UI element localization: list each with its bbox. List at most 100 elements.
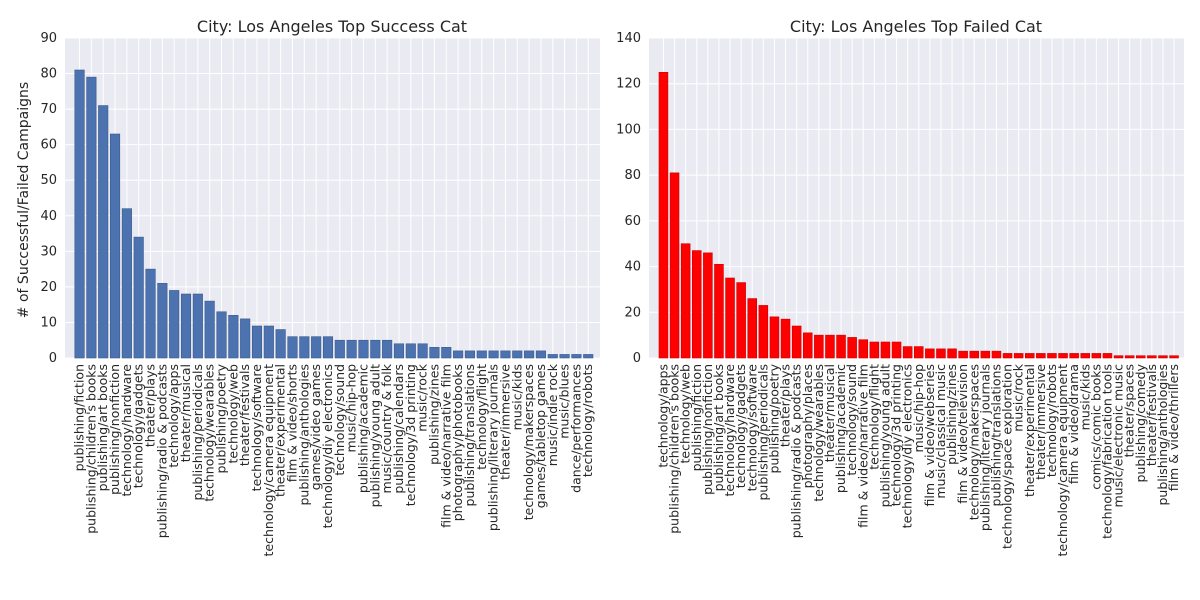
success-bar — [559, 354, 570, 359]
failed-bar — [880, 341, 891, 359]
success-y-tick-label: 20 — [40, 280, 57, 295]
failed-x-tick-label: technology/camera equipment — [1055, 364, 1070, 557]
success-bar — [441, 347, 452, 359]
success-y-tick-label: 60 — [40, 138, 57, 153]
success-y-tick-label: 70 — [40, 102, 57, 117]
success-bar — [192, 293, 203, 359]
success-x-tick-label: publishing/art books — [95, 364, 110, 491]
failed-x-tick-label: technology/flight — [866, 364, 881, 470]
success-x-ticks: publishing/fictionpublishing/children's … — [72, 363, 596, 556]
failed-bar — [947, 348, 957, 359]
success-y-ticks: 0 10 20 30 40 50 60 70 80 90 — [40, 31, 57, 366]
success-x-tick-label: publishing/radio & podcasts — [154, 364, 169, 538]
success-bar — [429, 347, 440, 359]
success-bar — [311, 336, 322, 359]
failed-y-tick-label: 60 — [624, 214, 641, 229]
failed-x-tick-label: technology/sound — [844, 364, 859, 476]
success-plot-background — [65, 38, 600, 358]
success-bar — [98, 105, 109, 359]
failed-x-tick-label: film & video/narrative film — [855, 364, 870, 528]
failed-x-tick-label: photography/places — [800, 364, 815, 488]
success-x-tick-label: music/country & folk — [379, 363, 394, 493]
failed-x-tick-label: theater/experimental — [1022, 364, 1037, 497]
failed-bar — [736, 282, 746, 359]
failed-bar — [802, 332, 813, 359]
failed-bar — [680, 243, 691, 359]
success-x-tick-label: games/video games — [308, 364, 323, 490]
failed-bar — [936, 348, 946, 359]
success-bar — [275, 329, 286, 359]
success-bar — [322, 336, 334, 359]
success-y-tick-label: 30 — [40, 244, 57, 259]
failed-bar — [869, 341, 880, 359]
failed-bar — [703, 252, 713, 359]
failed-x-tick-label: music/classical music — [933, 364, 948, 499]
failed-x-tick-label: publishing/nonfiction — [700, 364, 715, 495]
failed-bar — [658, 71, 669, 359]
success-y-tick-label: 10 — [40, 315, 57, 330]
failed-x-tick-label: theater/festivals — [1144, 364, 1159, 466]
failed-x-tick-label: technology/robots — [1044, 364, 1059, 477]
success-x-tick-label: music/blues — [557, 364, 572, 439]
success-bar — [370, 339, 381, 359]
success-bar — [263, 325, 274, 359]
success-x-tick-label: publishing/children's books — [83, 364, 98, 534]
success-bar — [121, 208, 132, 359]
failed-x-tick-label: publishing/children's books — [667, 364, 682, 534]
failed-bar — [891, 341, 902, 359]
failed-bar — [1047, 353, 1057, 359]
success-x-tick-label: theater/immersive — [497, 364, 512, 480]
failed-bar — [902, 346, 913, 359]
failed-bar — [925, 348, 935, 359]
failed-x-tick-label: theater/spaces — [1122, 364, 1137, 457]
success-x-tick-label: theater/musical — [178, 364, 193, 462]
failed-bar — [1158, 355, 1168, 359]
failed-bar — [969, 350, 979, 359]
shared-y-axis-label: # of Successful/Failed Campaigns — [16, 82, 32, 318]
failed-x-tick-label: music/hip-hop — [911, 364, 926, 453]
failed-x-tick-label: publishing/literary journals — [977, 364, 992, 531]
success-x-tick-label: theater/plays — [143, 364, 158, 447]
failed-bar — [991, 350, 1002, 359]
success-x-tick-label: publishing/zines — [426, 364, 441, 465]
failed-chart-title: City: Los Angeles Top Failed Cat — [790, 17, 1042, 36]
success-x-tick-label: technology/robots — [580, 364, 595, 477]
failed-y-tick-label: 120 — [616, 77, 641, 92]
failed-x-tick-label: theater/immersive — [1033, 364, 1048, 480]
success-bar — [535, 350, 546, 359]
failed-x-tick-label: publishing/academic — [833, 364, 848, 493]
failed-x-tick-label: music/rock — [1011, 363, 1026, 432]
success-x-tick-label: technology/gadgets — [131, 364, 146, 488]
failed-y-tick-label: 140 — [616, 31, 641, 46]
failed-bar — [725, 277, 735, 359]
success-x-tick-label: publishing/literary journals — [486, 364, 501, 531]
success-bar — [299, 336, 310, 359]
success-x-tick-label: technology/diy electronics — [320, 364, 335, 528]
failed-bars — [658, 71, 1179, 359]
failed-y-tick-label: 80 — [624, 168, 641, 183]
success-x-tick-label: publishing/fiction — [72, 364, 87, 471]
success-bar — [464, 350, 475, 359]
success-x-tick-label: publishing/calendars — [391, 364, 406, 494]
failed-y-tick-label: 40 — [624, 260, 641, 275]
success-x-tick-label: technology/hardware — [119, 364, 134, 497]
success-x-tick-label: games/tabletop games — [533, 364, 548, 508]
failed-x-tick-label: publishing/art books — [711, 364, 726, 491]
failed-bar — [1080, 353, 1091, 359]
failed-x-tick-label: technology/3d printing — [889, 364, 904, 506]
failed-bar — [980, 350, 991, 359]
success-bar — [405, 343, 416, 359]
success-bars — [74, 69, 594, 359]
success-bar — [334, 339, 345, 359]
success-bar — [358, 339, 369, 359]
success-bar — [251, 325, 263, 359]
failed-x-tick-label: music/electronic music — [1111, 364, 1126, 508]
success-bar — [512, 350, 523, 359]
success-x-tick-label: theater/experimental — [273, 364, 288, 497]
success-y-tick-label: 50 — [40, 173, 57, 188]
success-x-tick-label: film & video/narrative film — [438, 364, 453, 528]
success-x-tick-label: technology/makerspaces — [521, 364, 536, 520]
success-bar — [287, 336, 298, 359]
